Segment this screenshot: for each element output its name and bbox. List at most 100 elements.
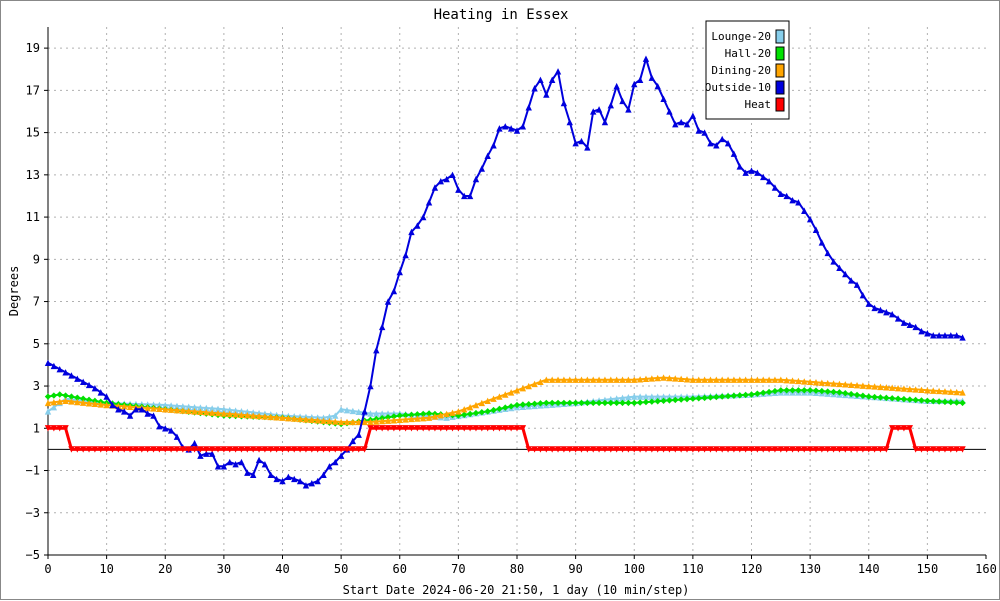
data-point-heat [660,446,667,453]
data-point-dining-20 [484,397,491,405]
data-point-outside-10 [85,381,93,389]
data-point-heat [924,446,931,453]
data-point-outside-10 [384,298,392,305]
data-point-lounge-20 [654,393,661,400]
data-point-heat [695,446,702,453]
data-point-dining-20 [554,376,562,383]
data-point-hall-20 [677,396,685,403]
y-tick-label: 19 [26,41,40,55]
data-point-outside-10 [115,406,122,413]
data-point-heat [115,446,122,453]
data-point-outside-10 [126,412,134,419]
data-point-lounge-20 [326,413,333,420]
data-point-dining-20 [232,411,239,418]
data-point-heat [373,425,380,432]
data-point-heat [619,446,626,453]
data-point-dining-20 [584,376,591,383]
data-point-dining-20 [208,409,216,416]
data-point-heat [836,446,843,453]
data-point-outside-10 [947,332,955,339]
data-point-outside-10 [683,120,691,128]
data-point-hall-20 [760,389,767,396]
data-point-dining-20 [466,403,474,411]
data-point-dining-20 [894,384,902,392]
data-point-outside-10 [548,76,556,83]
data-point-heat [906,425,913,432]
data-point-dining-20 [220,410,228,417]
data-point-lounge-20 [220,406,228,413]
data-point-hall-20 [384,414,392,421]
data-point-hall-20 [478,409,486,416]
data-point-lounge-20 [185,403,192,410]
data-point-outside-10 [613,82,620,90]
data-point-heat [85,446,93,453]
data-point-heat [267,446,274,453]
data-point-outside-10 [689,112,697,119]
data-point-heat [801,446,808,453]
data-point-dining-20 [425,414,433,421]
data-point-heat [244,446,251,453]
data-point-hall-20 [502,404,509,411]
data-point-dining-20 [68,398,75,405]
legend: Lounge-20 Hall-20 Dining-20 Outside-10 Heat [705,20,790,120]
data-point-dining-20 [859,382,867,389]
data-point-hall-20 [912,396,919,404]
data-point-lounge-20 [44,408,52,415]
data-point-dining-20 [636,376,644,383]
data-point-outside-10 [103,393,110,400]
y-axis-label: Degrees [7,266,21,317]
data-point-hall-20 [607,399,614,407]
data-point-outside-10 [226,458,233,466]
data-point-heat [953,446,960,453]
data-point-dining-20 [197,408,204,416]
data-point-dining-20 [173,406,181,414]
data-point-outside-10 [760,173,767,181]
data-point-heat [396,425,403,432]
data-point-hall-20 [50,392,58,399]
data-point-hall-20 [625,399,632,407]
x-tick-label: 50 [334,562,348,576]
data-point-hall-20 [472,409,480,417]
data-point-dining-20 [361,418,368,426]
legend-swatch-heat [775,97,785,112]
data-point-lounge-20 [214,405,222,413]
data-point-lounge-20 [337,406,345,413]
grid [48,27,986,555]
data-point-dining-20 [291,415,298,422]
data-point-outside-10 [238,458,245,466]
data-point-dining-20 [191,408,198,415]
data-point-hall-20 [654,398,661,405]
data-point-heat [900,425,908,432]
data-point-heat [126,446,134,453]
data-point-outside-10 [220,463,228,470]
data-point-lounge-20 [355,408,362,416]
data-point-heat [238,446,245,453]
data-point-outside-10 [666,108,673,115]
data-point-dining-20 [74,398,81,406]
data-point-hall-20 [613,399,620,407]
data-point-outside-10 [461,192,468,200]
data-point-heat [449,425,456,432]
data-point-outside-10 [507,125,515,132]
data-point-heat [226,446,233,453]
data-point-hall-20 [554,399,562,407]
data-point-outside-10 [777,190,785,198]
data-point-heat [865,446,872,453]
data-point-outside-10 [525,104,532,111]
data-point-outside-10 [390,287,398,295]
data-point-dining-20 [455,408,462,415]
data-point-outside-10 [408,228,415,236]
data-point-hall-20 [959,399,966,407]
data-point-heat [507,425,515,432]
data-point-outside-10 [361,408,368,415]
data-point-hall-20 [68,393,75,400]
data-point-hall-20 [420,410,427,418]
data-point-heat [625,446,632,453]
data-point-lounge-20 [167,402,175,409]
data-point-hall-20 [830,388,837,396]
data-point-dining-20 [660,374,667,381]
data-point-dining-20 [548,376,556,383]
data-point-outside-10 [853,281,861,288]
data-point-outside-10 [232,460,239,468]
